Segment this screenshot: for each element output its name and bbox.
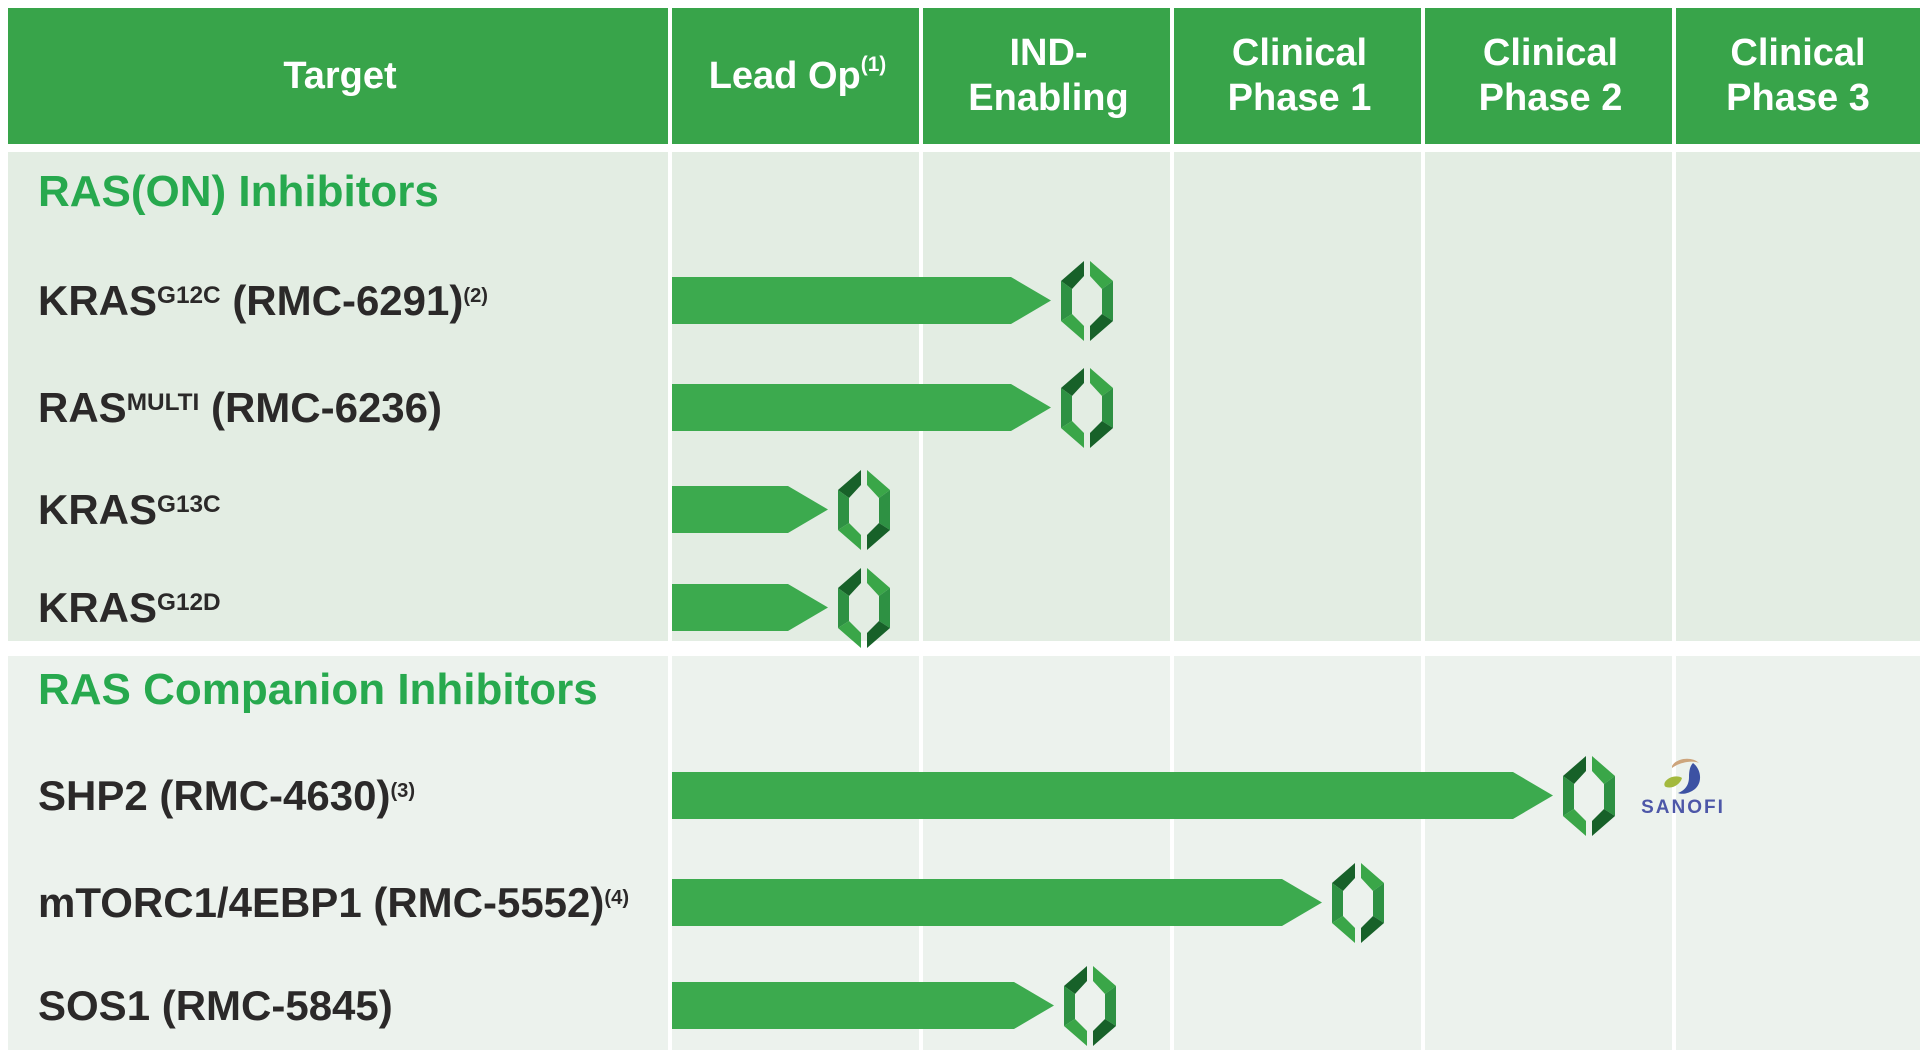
revolution-medicines-logo-icon [1061,368,1113,448]
revolution-medicines-logo-icon [838,568,890,648]
column-header-ind-enabling: IND- Enabling [923,8,1174,144]
row-label: mTORC1/4EBP1 (RMC-5552)(4) [38,879,629,935]
column-separator [1170,8,1174,144]
label-text: (RMC-6291) [220,277,464,324]
label-footnote-superscript: (3) [390,779,416,802]
section-title: RAS Companion Inhibitors [38,665,598,714]
label-superscript: G13C [157,490,221,518]
pipeline-progress-bar [672,486,828,533]
bar-end-logo [1560,754,1618,838]
column-header-clinical-phase-1: Clinical Phase 1 [1174,8,1425,144]
bar-end-logo [835,566,893,650]
label-footnote-superscript: (2) [463,284,489,307]
bar-end-logo [1058,366,1116,450]
label-text: KRAS [38,277,158,324]
bar-end-logo [1061,964,1119,1048]
row-label: KRASG12D [38,584,221,639]
column-header-label: Lead Op [708,54,861,97]
label-text: SOS1 (RMC-5845) [38,982,393,1029]
row-label: KRASG12C (RMC-6291)(2) [38,277,488,333]
column-separator [1421,152,1425,641]
label-superscript: MULTI [126,388,200,416]
column-separator [919,656,923,1050]
label-text: KRAS [38,486,158,533]
sanofi-logo: SANOFI [1628,756,1738,840]
section-ras-on-inhibitors: RAS(ON) Inhibitors KRASG12C (RMC-6291)(2… [8,152,1920,648]
column-header-footnote: (1) [860,53,887,77]
revolution-medicines-logo-icon [1563,756,1615,836]
pipeline-progress-bar [672,772,1553,819]
column-separator [919,8,923,144]
column-header-label: Clinical Phase 2 [1478,32,1623,119]
column-separator [668,152,672,641]
sanofi-wordmark: SANOFI [1641,797,1725,818]
column-separator [1170,152,1174,641]
label-text: mTORC1/4EBP1 (RMC-5552) [38,879,605,926]
label-superscript: G12C [157,281,221,309]
column-separator [668,656,672,1050]
column-header-clinical-phase-3: Clinical Phase 3 [1676,8,1920,144]
column-separator [1170,656,1174,1050]
column-separator [1672,152,1676,641]
label-text: (RMC-6236) [199,384,443,431]
revolution-medicines-logo-icon [1061,261,1113,341]
row-label: SHP2 (RMC-4630)(3) [38,772,415,828]
column-separator [1672,656,1676,1050]
section-ras-companion-inhibitors: RAS Companion Inhibitors SHP2 (RMC-4630)… [8,656,1920,1050]
pipeline-progress-bar [672,277,1051,324]
pipeline-progress-bar [672,982,1054,1029]
row-label: RASMULTI (RMC-6236) [38,384,442,439]
column-header-lead-op: Lead Op (1) [672,8,923,144]
pipeline-progress-bar [672,584,828,631]
pipeline-progress-bar [672,879,1322,926]
column-separator [1421,656,1425,1050]
bar-end-logo [1058,259,1116,343]
column-header-target: Target [8,8,672,144]
label-footnote-superscript: (4) [604,886,630,909]
revolution-medicines-logo-icon [1064,966,1116,1046]
label-text: SHP2 (RMC-4630) [38,772,391,819]
section-title: RAS(ON) Inhibitors [38,167,439,216]
column-separator [1672,8,1676,144]
row-label: SOS1 (RMC-5845) [38,982,393,1030]
bar-end-logo [1329,861,1387,945]
column-separator [668,8,672,144]
column-header-clinical-phase-2: Clinical Phase 2 [1425,8,1676,144]
row-label: KRASG13C [38,486,221,541]
label-superscript: G12D [157,588,221,616]
column-header-label: Clinical Phase 3 [1726,32,1870,119]
column-separator [1421,8,1425,144]
revolution-medicines-logo-icon [1332,863,1384,943]
column-header-label: IND- Enabling [968,32,1129,119]
bar-end-logo [835,468,893,552]
revolution-medicines-logo-icon [838,470,890,550]
pipeline-progress-bar [672,384,1051,431]
column-header-label: Clinical Phase 1 [1227,32,1372,119]
column-header-label: Target [283,54,397,97]
label-text: RAS [38,384,127,431]
sanofi-emblem-icon [1664,758,1701,794]
table-header-row: Target Lead Op (1) IND- Enabling Clinical… [8,8,1920,144]
label-text: KRAS [38,584,158,631]
